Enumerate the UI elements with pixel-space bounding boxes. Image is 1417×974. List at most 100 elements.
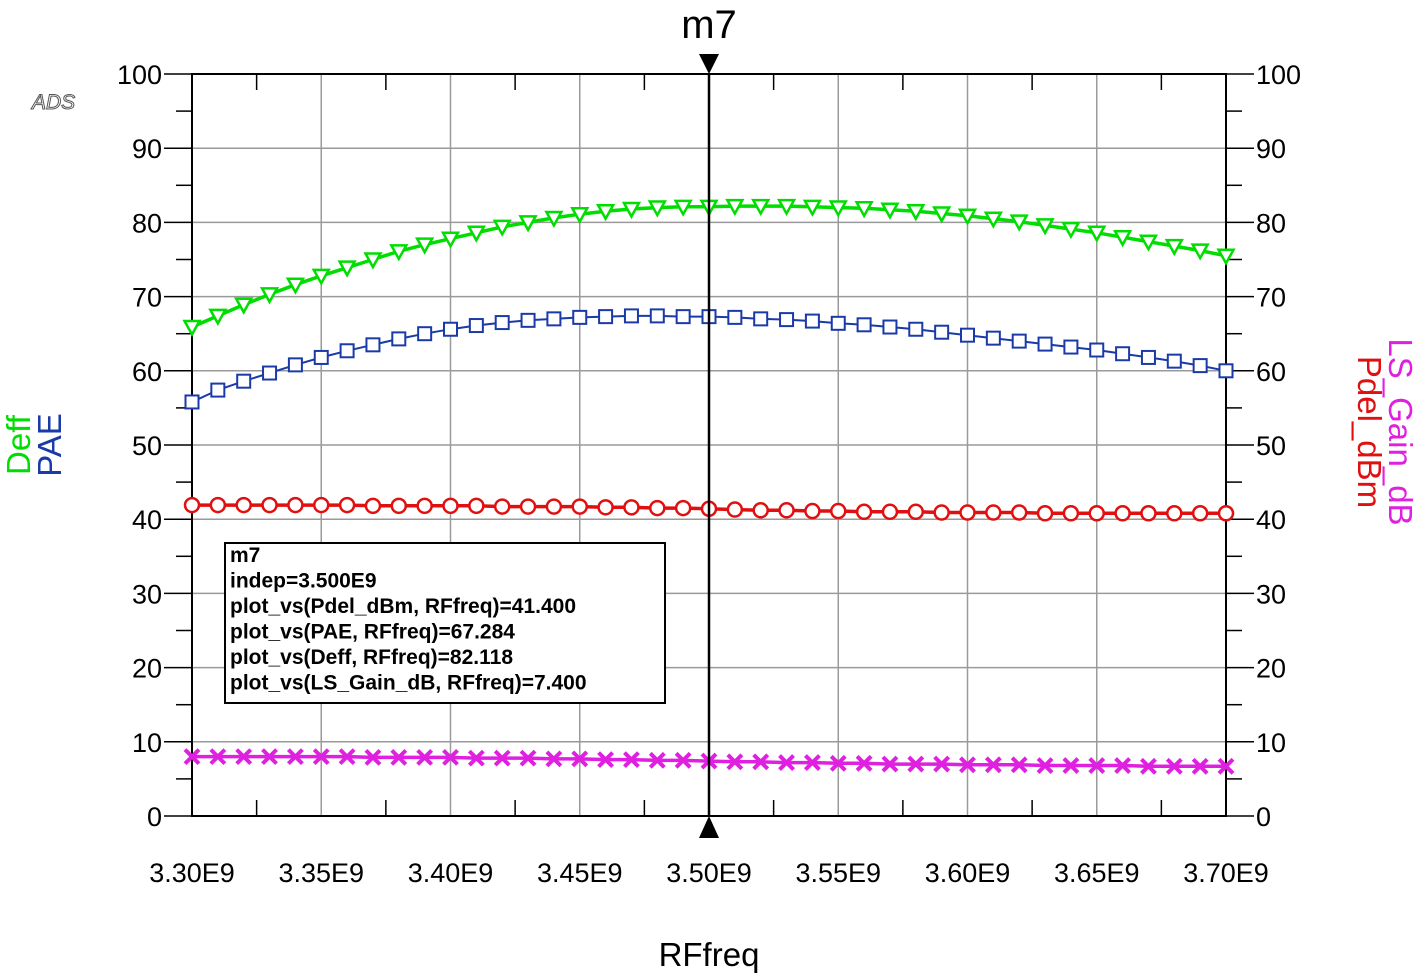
- y-right-tick-label: 50: [1256, 431, 1286, 461]
- data-point-LS_Gain_dB: [726, 753, 744, 771]
- data-point-Deff: [880, 202, 900, 220]
- data-point-LS_Gain_dB: [493, 749, 511, 767]
- data-point-Deff: [440, 231, 461, 249]
- data-point-PAE: [1115, 346, 1131, 362]
- data-point-Deff: [1009, 214, 1029, 232]
- data-point-LS_Gain_dB: [1036, 757, 1054, 774]
- data-point-LS_Gain_dB: [519, 749, 537, 767]
- data-point-Deff: [311, 268, 331, 286]
- data-point-LS_Gain_dB: [907, 755, 925, 773]
- readout-line: plot_vs(LS_Gain_dB, RFfreq)=7.400: [230, 672, 587, 695]
- data-point-Deff: [208, 308, 228, 326]
- data-point-Deff: [570, 206, 590, 225]
- data-point-PAE: [494, 315, 510, 331]
- watermark: ADS: [30, 91, 75, 114]
- data-point-Deff: [1112, 229, 1133, 248]
- data-point-Deff: [1216, 248, 1236, 266]
- data-point-LS_Gain_dB: [286, 748, 304, 766]
- data-point-Pdel_dBm: [442, 497, 459, 515]
- data-point-LS_Gain_dB: [984, 756, 1002, 774]
- data-point-LS_Gain_dB: [261, 748, 278, 766]
- data-point-PAE: [287, 357, 303, 373]
- data-point-Pdel_dBm: [338, 496, 356, 514]
- data-point-Pdel_dBm: [1114, 505, 1131, 522]
- y-left-tick-labels: 0 10 20 30 40 50 60 70 80 90 100: [117, 60, 162, 832]
- data-point-Deff: [751, 198, 771, 217]
- data-point-PAE: [572, 309, 588, 325]
- data-point-LS_Gain_dB: [1140, 757, 1157, 775]
- y-right-tick-label: 70: [1256, 283, 1286, 313]
- data-point-Deff: [1190, 243, 1210, 261]
- data-point-LS_Gain_dB: [312, 748, 330, 766]
- data-point-Deff: [906, 204, 926, 222]
- data-point-Deff: [957, 208, 978, 226]
- y-left-tick-label: 70: [132, 283, 162, 313]
- data-point-LS_Gain_dB: [648, 751, 666, 769]
- data-point-PAE: [934, 324, 950, 340]
- data-point-PAE: [468, 318, 484, 334]
- data-point-LS_Gain_dB: [235, 748, 253, 766]
- data-point-Pdel_dBm: [804, 502, 821, 520]
- data-point-Pdel_dBm: [235, 496, 252, 514]
- data-point-PAE: [443, 321, 458, 337]
- data-point-LS_Gain_dB: [364, 748, 382, 766]
- x-tick-label: 3.50E9: [666, 858, 752, 888]
- data-point-Pdel_dBm: [261, 496, 278, 514]
- data-point-Pdel_dBm: [1088, 505, 1105, 522]
- data-point-PAE: [908, 321, 924, 337]
- data-point-PAE: [1011, 333, 1027, 349]
- data-point-LS_Gain_dB: [1165, 757, 1183, 775]
- data-point-Deff: [182, 319, 202, 338]
- data-point-LS_Gain_dB: [778, 754, 795, 771]
- data-point-Pdel_dBm: [493, 498, 511, 515]
- data-point-Deff: [259, 287, 280, 305]
- y-right-tick-label: 10: [1256, 728, 1286, 758]
- marker-bottom-triangle: [699, 816, 719, 838]
- data-point-LS_Gain_dB: [597, 751, 615, 769]
- data-point-Deff: [415, 237, 435, 255]
- y-left-tick-label: 80: [132, 208, 162, 238]
- y-right-tick-label: 0: [1256, 802, 1271, 832]
- data-point-LS_Gain_dB: [209, 748, 227, 766]
- data-point-LS_Gain_dB: [1217, 757, 1235, 775]
- data-point-Deff: [932, 206, 952, 224]
- y-right-title-LS_Gain_dB: LS_Gain_dB: [1382, 338, 1417, 525]
- readout-line: plot_vs(Deff, RFfreq)=82.118: [230, 646, 513, 669]
- y-left-tick-label: 20: [132, 654, 162, 684]
- data-point-LS_Gain_dB: [829, 754, 847, 772]
- x-tick-label: 3.60E9: [925, 858, 1011, 888]
- y-left-title-Deff: Deff: [0, 414, 37, 475]
- data-point-Pdel_dBm: [623, 499, 640, 516]
- data-point-LS_Gain_dB: [1114, 757, 1132, 774]
- marker-top-triangle: [699, 54, 719, 74]
- y-left-tick-label: 90: [132, 134, 162, 164]
- marker-m7[interactable]: m7: [681, 3, 737, 838]
- data-point-LS_Gain_dB: [933, 755, 951, 773]
- data-point-Deff: [854, 201, 874, 219]
- data-point-Pdel_dBm: [1010, 504, 1028, 521]
- y-left-tick-label: 100: [117, 60, 162, 90]
- x-axis-title: RFfreq: [659, 936, 760, 973]
- data-point-Deff: [363, 252, 383, 270]
- data-point-PAE: [856, 317, 872, 333]
- data-point-Deff: [389, 244, 409, 262]
- data-point-PAE: [313, 349, 329, 365]
- data-point-Pdel_dBm: [545, 498, 563, 515]
- data-point-LS_Gain_dB: [1088, 757, 1106, 774]
- data-point-PAE: [1140, 349, 1156, 365]
- data-point-PAE: [649, 308, 665, 324]
- data-point-Pdel_dBm: [364, 497, 382, 515]
- data-point-PAE: [339, 343, 355, 359]
- data-point-PAE: [546, 311, 562, 327]
- data-point-Pdel_dBm: [649, 499, 666, 517]
- data-point-PAE: [417, 326, 433, 342]
- data-point-PAE: [365, 337, 381, 353]
- data-point-Deff: [725, 198, 745, 217]
- data-point-Deff: [544, 210, 564, 229]
- data-point-Pdel_dBm: [778, 502, 795, 519]
- data-point-PAE: [1218, 363, 1234, 379]
- data-point-PAE: [727, 309, 743, 325]
- readout-line: indep=3.500E9: [230, 570, 377, 593]
